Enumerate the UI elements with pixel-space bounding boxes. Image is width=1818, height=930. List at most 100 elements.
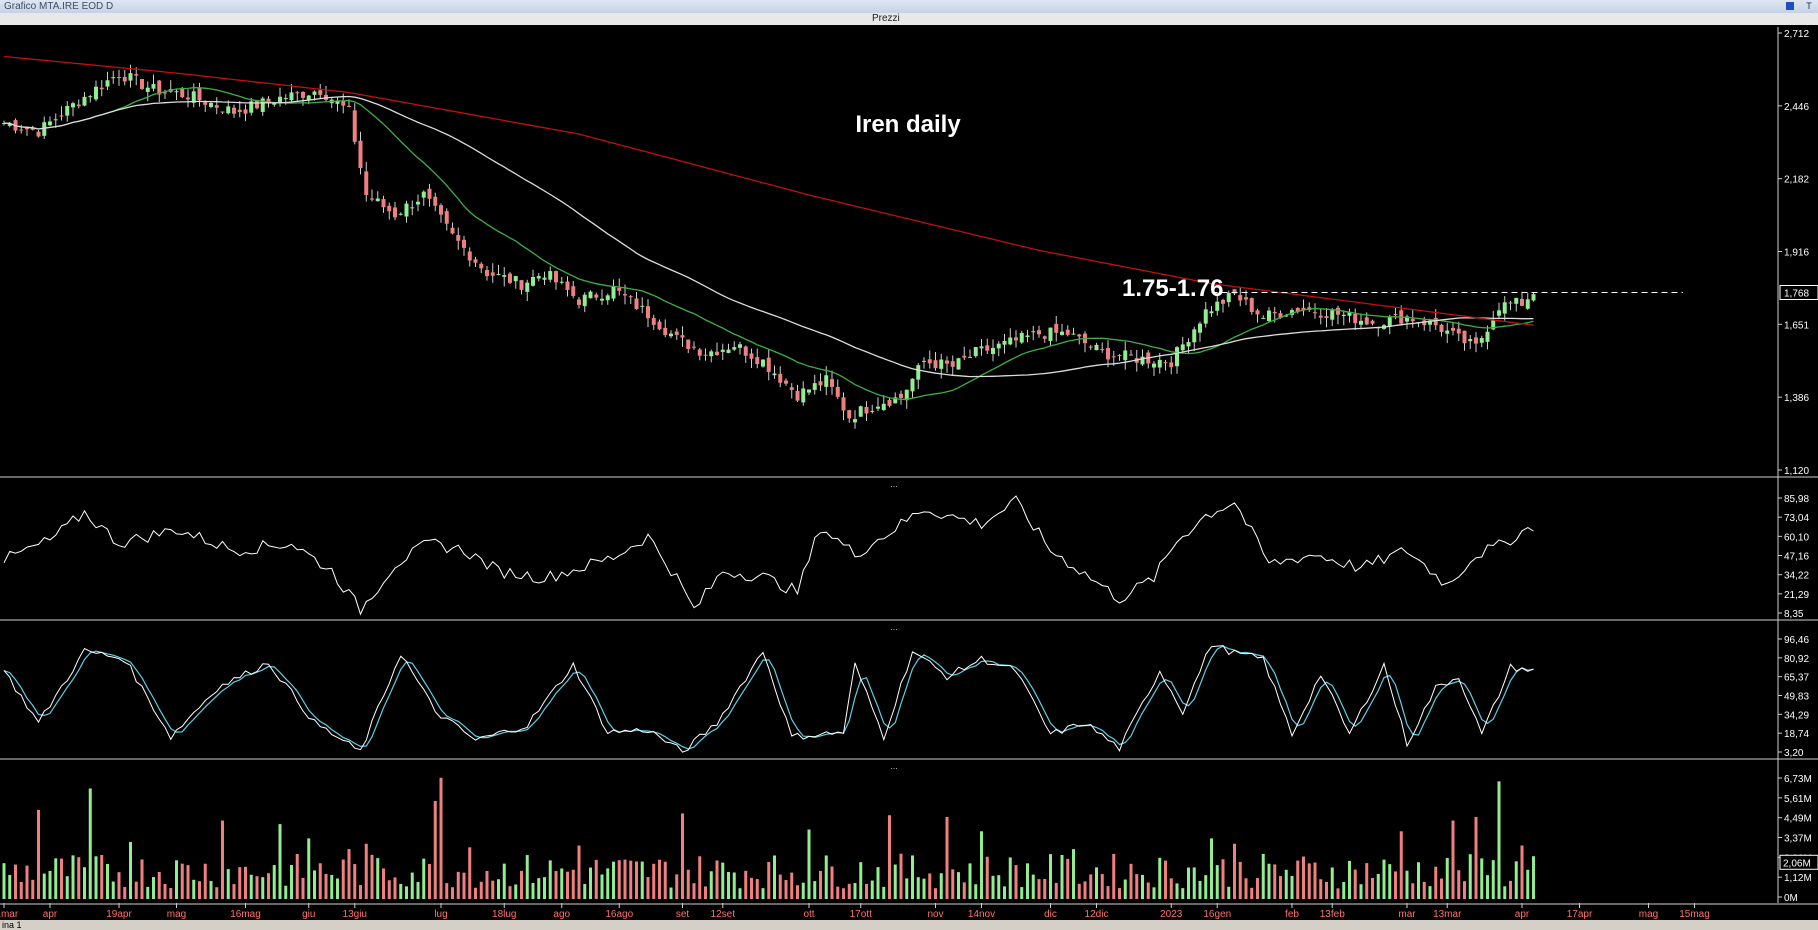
volume-bar [301, 877, 305, 899]
volume-bar [612, 861, 615, 899]
candle-body [1186, 342, 1191, 347]
candle-body [738, 344, 742, 348]
volume-bar [1198, 880, 1202, 899]
volume-bar [8, 874, 12, 899]
candle-body [548, 271, 553, 280]
candle-body [1152, 363, 1156, 368]
candle-body [1290, 310, 1294, 315]
candle-body [864, 406, 869, 414]
candle-body [807, 389, 811, 393]
last-volume-box [1779, 854, 1818, 870]
candle-body [1019, 332, 1024, 343]
candle-body [968, 356, 972, 358]
volume-bar [893, 864, 897, 899]
volume-bar [939, 873, 943, 899]
volume-bar [1158, 857, 1162, 899]
volume-bar [261, 877, 265, 899]
x-tick-label: 13feb [1320, 909, 1345, 920]
volume-bar [744, 870, 748, 899]
candle-body [1508, 302, 1513, 304]
candle-body [462, 239, 466, 248]
candle-body [174, 91, 179, 93]
volume-bar [416, 882, 420, 899]
price-tick-label: 1,386 [1784, 393, 1809, 404]
candle-body [617, 288, 622, 291]
volume-bar [801, 882, 805, 899]
volume-bar [42, 873, 46, 899]
volume-bar [255, 876, 259, 899]
volume-bar [859, 862, 863, 899]
volume-tick-label: 5,61M [1784, 794, 1812, 805]
x-tick-label: 18lug [492, 909, 516, 920]
candle-body [82, 96, 87, 106]
candle-body [582, 294, 587, 307]
candle-body [306, 95, 311, 101]
price-pane[interactable] [2, 55, 1683, 429]
volume-bar [117, 872, 121, 899]
volume-bar [341, 859, 345, 899]
moving-average-200 [3, 55, 1534, 326]
candle-body [260, 98, 265, 112]
candle-body [352, 110, 357, 142]
sheet-tab[interactable]: ina 1 [2, 920, 22, 930]
volume-bar [1417, 862, 1420, 899]
candle-body [893, 397, 898, 404]
x-tick-label: 13mar [1433, 909, 1462, 920]
rsi-tick-label: 8,35 [1784, 609, 1804, 620]
volume-bar [784, 880, 788, 899]
volume-bar [54, 858, 58, 899]
candle-body [473, 259, 478, 263]
volume-bar [318, 863, 322, 899]
candle-body [709, 351, 714, 357]
candle-body [94, 86, 98, 100]
candle-body [42, 122, 47, 136]
volume-bar [1146, 882, 1150, 899]
volume-bar [876, 867, 880, 899]
candle-body [755, 357, 760, 365]
volume-bar [123, 887, 127, 899]
volume-tick-label: 1,12M [1784, 873, 1812, 884]
volume-bar [238, 867, 242, 899]
candle-body [226, 106, 231, 114]
minimize-button[interactable] [1786, 2, 1794, 10]
rsi-pane[interactable] [3, 495, 1534, 616]
volume-bar [1204, 875, 1208, 899]
pin-icon[interactable]: T [1806, 1, 1812, 11]
candle-body [1031, 331, 1036, 333]
volume-bar [807, 829, 811, 899]
volume-bar [359, 885, 362, 899]
candle-body [375, 198, 380, 202]
volume-bar [508, 886, 512, 899]
volume-bar [1043, 878, 1047, 899]
volume-bar [1342, 882, 1346, 899]
price-tick-label: 1,651 [1784, 320, 1809, 331]
volume-bar [1514, 861, 1518, 899]
stochastic-pane[interactable] [3, 645, 1534, 753]
candle-body [1295, 307, 1300, 312]
volume-bar [1440, 878, 1443, 899]
resistance-label: 1.75-1.76 [1122, 275, 1223, 302]
volume-bar [1486, 875, 1489, 899]
volume-pane[interactable] [2, 777, 1536, 899]
x-tick-label: 17apr [1567, 909, 1593, 920]
last-price-label: 1,768 [1784, 288, 1809, 299]
candle-body [358, 140, 363, 169]
volume-bar [146, 886, 150, 899]
price-tick-label: 2,712 [1784, 29, 1809, 40]
candle-body [180, 88, 185, 98]
volume-bar [962, 882, 966, 899]
candle-body [1387, 316, 1392, 327]
candle-body [99, 87, 104, 90]
candle-body [122, 76, 127, 82]
moving-average-20 [3, 86, 1534, 400]
volume-bar [870, 880, 874, 899]
volume-bar [646, 877, 650, 899]
candle-body [571, 286, 576, 297]
candle-body [1226, 292, 1231, 303]
stochastic-tick-label: 80,92 [1784, 654, 1809, 665]
candle-body [1278, 313, 1283, 318]
candle-body [824, 375, 829, 387]
candle-body [830, 379, 834, 387]
volume-bar [1451, 820, 1455, 899]
